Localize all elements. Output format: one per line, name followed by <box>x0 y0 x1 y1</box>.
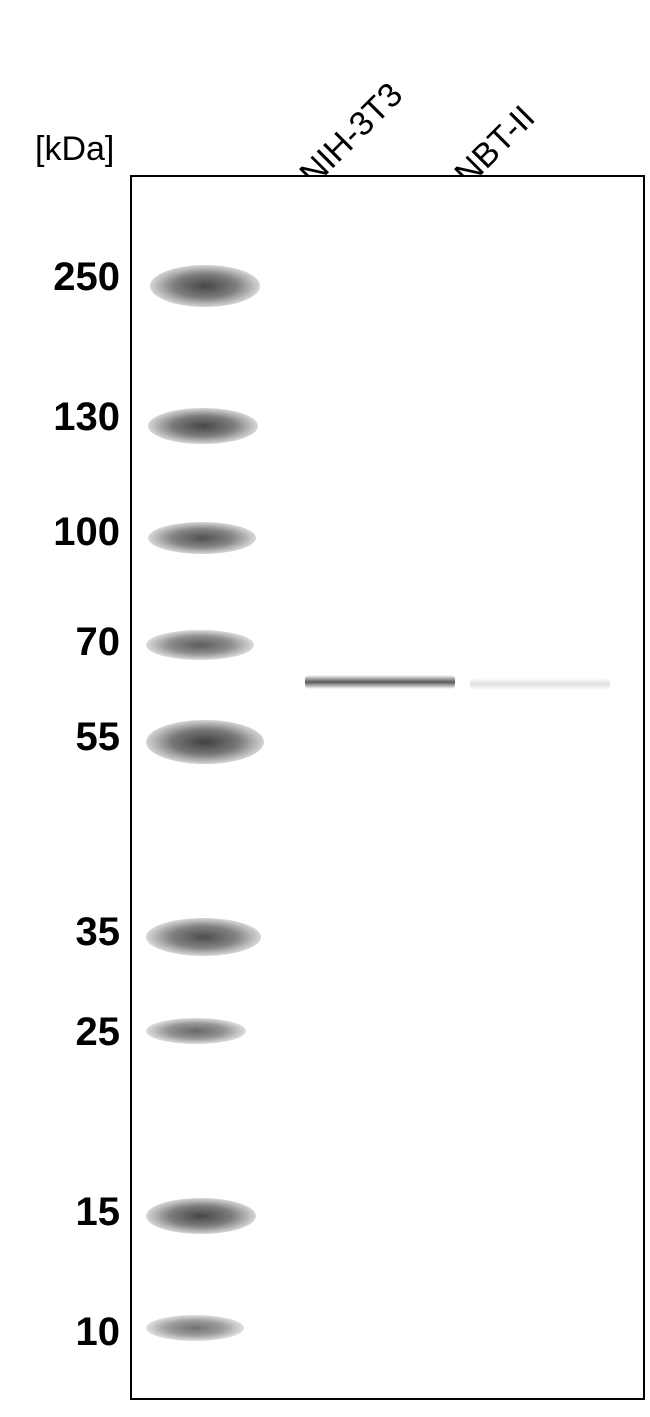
y-tick-15: 15 <box>10 1190 120 1235</box>
sample-band-nih3t3 <box>305 675 455 689</box>
ladder-band-10 <box>146 1315 244 1341</box>
y-tick-35: 35 <box>10 910 120 955</box>
y-tick-25: 25 <box>10 1010 120 1055</box>
sample-band-nbtii <box>470 678 610 690</box>
y-tick-100: 100 <box>10 510 120 555</box>
ladder-band-15 <box>146 1198 256 1234</box>
y-tick-250: 250 <box>10 255 120 300</box>
y-tick-10: 10 <box>10 1310 120 1355</box>
y-tick-130: 130 <box>10 395 120 440</box>
y-tick-70: 70 <box>10 620 120 665</box>
ladder-band-70 <box>146 630 254 660</box>
ladder-band-35 <box>146 918 261 956</box>
ladder-band-55 <box>146 720 264 764</box>
y-tick-55: 55 <box>10 715 120 760</box>
ladder-band-250 <box>150 265 260 307</box>
y-axis-label: [kDa] <box>35 130 114 169</box>
ladder-band-25 <box>146 1018 246 1044</box>
ladder-band-130 <box>148 408 258 444</box>
ladder-band-100 <box>148 522 256 554</box>
